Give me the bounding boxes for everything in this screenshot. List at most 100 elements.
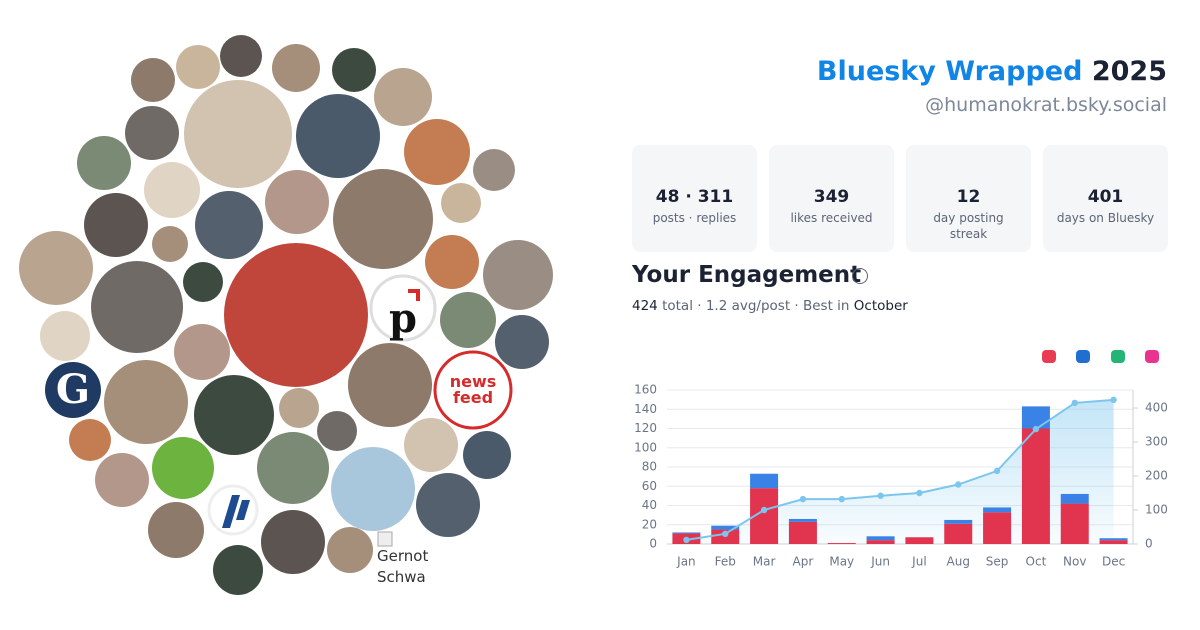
avatar[interactable] [40,311,90,361]
line-dot [1032,425,1040,433]
broken-image-alt: Gernot Schwa [377,547,429,586]
avatar[interactable] [261,510,325,574]
y-tick-label: 100 [634,440,657,454]
title: Bluesky Wrapped 2025 [817,56,1167,87]
avatar[interactable] [45,362,101,418]
avatar[interactable] [463,431,511,479]
bar-segment [983,507,1012,513]
logo-text: news feed [449,372,497,407]
avatar[interactable] [224,243,368,387]
avatar[interactable] [95,453,149,507]
avatar[interactable] [374,68,432,126]
avatar[interactable] [440,292,496,348]
x-tick-label: Jul [911,555,926,569]
avatar[interactable] [220,35,262,77]
avatar[interactable] [194,375,274,455]
avatar[interactable] [69,419,111,461]
avatar[interactable] [404,119,470,185]
line-dot [799,495,807,503]
avatar[interactable] [176,45,220,89]
logo-mark [408,289,420,301]
avatar[interactable] [348,343,432,427]
avatar[interactable] [184,80,292,188]
avatar[interactable] [296,94,380,178]
bar-segment [750,473,779,489]
avatar[interactable] [174,324,230,380]
avatar[interactable] [257,432,329,504]
avatar[interactable] [213,545,263,595]
legend-toggle[interactable] [1111,350,1125,363]
avatar[interactable] [331,447,415,531]
title-text: Bluesky Wrapped [816,56,1083,87]
x-tick-label: Oct [1026,555,1047,569]
stat-card: 401 days on Bluesky [1043,145,1168,252]
legend-toggle[interactable] [1042,350,1056,363]
avatar[interactable] [152,437,214,499]
line [686,398,1114,541]
line-dot [838,495,845,503]
avatar[interactable] [19,231,93,305]
avatar[interactable] [495,315,549,369]
avatar[interactable] [327,527,373,573]
bar-segment [788,518,817,522]
bar-segment [944,519,973,524]
avatar[interactable] [91,261,183,353]
bar-segment [866,536,895,541]
x-tick-label: Feb [715,555,736,569]
avatar[interactable] [131,58,175,102]
avatar[interactable] [84,193,148,257]
y-tick-label: 40 [642,498,657,512]
avatar[interactable] [416,473,480,537]
avatar[interactable] [483,240,553,310]
stat-value: 48 · 311 [655,187,734,207]
summary: 424 total · 1.2 avg/post · Best in Octob… [632,298,908,314]
stat-label: days on Bluesky [1056,211,1155,225]
x-tick-label: Jan [676,555,696,569]
logo-text: G [55,366,91,413]
stat-value: 12 [956,187,981,207]
line-dot [916,489,923,497]
x-tick-label: Apr [793,555,814,569]
avatar[interactable] [195,191,263,259]
avatar[interactable] [404,418,458,472]
legend-toggle[interactable] [1145,350,1159,363]
legend-toggle[interactable] [1076,350,1090,363]
avatar[interactable] [104,360,188,444]
stat-card: 48 · 311 posts · replies [632,145,757,252]
bar-segment [1060,503,1089,544]
avatar[interactable] [333,169,433,269]
line-dot [722,530,729,538]
y-tick-label: 120 [634,421,657,435]
avatar[interactable] [125,106,179,160]
x-tick-label: Nov [1063,555,1086,569]
avatar[interactable] [279,388,319,428]
avatar[interactable] [265,170,329,234]
bar-segment [788,521,817,544]
x-tick-label: Sep [986,555,1009,569]
avatar[interactable] [433,350,513,430]
x-tick-label: May [829,555,854,569]
summary-best: October [853,298,908,314]
avatar[interactable] [332,48,376,92]
x-tick-label: Dec [1102,555,1125,569]
avatar[interactable] [152,226,188,262]
title-year: 2025 [1091,56,1167,87]
info-icon[interactable] [852,268,868,284]
avatar[interactable] [77,136,131,190]
avatar[interactable] [272,44,320,92]
avatar[interactable] [144,162,200,218]
avatar[interactable] [148,502,204,558]
x-tick-label: Jun [870,555,890,569]
logo-text: p [389,295,417,342]
avatar[interactable] [183,262,223,302]
bar-segment [711,525,740,530]
avatar[interactable] [317,411,357,451]
section-title: Your Engagement [632,262,862,288]
x-tick-label: Aug [947,555,970,569]
avatar[interactable] [441,183,481,223]
avatar[interactable] [425,235,479,289]
avatar[interactable] [473,149,515,191]
line-dot [683,536,690,544]
handle: @humanokrat.bsky.social [925,94,1167,116]
